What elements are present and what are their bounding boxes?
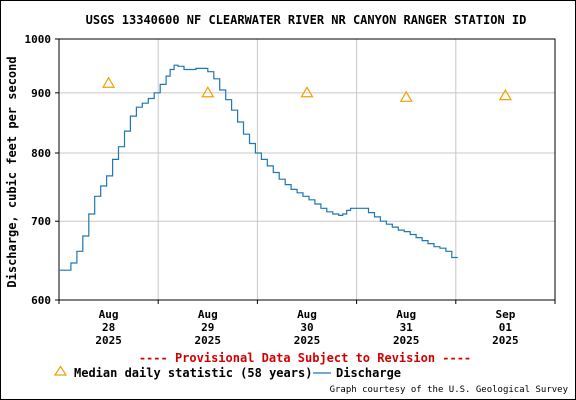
x-tick-label: 29	[201, 321, 214, 334]
x-tick-label: 31	[400, 321, 414, 334]
legend-median-marker	[53, 365, 68, 376]
chart-title: USGS 13340600 NF CLEARWATER RIVER NR CAN…	[86, 13, 527, 27]
x-tick-label: 30	[300, 321, 313, 334]
y-tick-label: 900	[31, 87, 51, 100]
median-marker	[498, 88, 512, 101]
y-tick-label: 600	[31, 294, 51, 307]
y-axis-ticks: 600 700 800 900 1000	[25, 33, 59, 307]
x-tick-label: Aug	[99, 308, 119, 321]
median-marker	[102, 76, 116, 88]
x-tick-label: 01	[499, 321, 513, 334]
x-tick-label: 28	[102, 321, 115, 334]
grid	[59, 39, 555, 300]
credit-text: Graph courtesy of the U.S. Geological Su…	[330, 385, 569, 395]
provisional-note: ---- Provisional Data Subject to Revisio…	[139, 351, 471, 365]
x-tick-label: 2025	[95, 334, 122, 347]
x-tick-label: 2025	[393, 334, 420, 347]
plot-area-border	[58, 38, 556, 301]
y-axis-label: Discharge, cubic feet per second	[5, 56, 19, 287]
legend-median-label: Median daily statistic (58 years)	[74, 366, 312, 380]
x-axis-ticks: Aug282025Aug292025Aug302025Aug312025Sep0…	[58, 300, 556, 347]
median-marker	[201, 86, 215, 98]
legend: Median daily statistic (58 years) Discha…	[53, 365, 401, 380]
y-tick-label: 800	[31, 147, 51, 160]
discharge-line	[59, 64, 458, 271]
y-tick-label: 700	[31, 215, 51, 228]
x-tick-label: 2025	[294, 334, 321, 347]
median-marker	[300, 86, 314, 98]
x-tick-label: Aug	[396, 308, 416, 321]
legend-discharge-label: Discharge	[336, 366, 401, 380]
x-tick-label: 2025	[492, 334, 519, 347]
x-tick-label: Sep	[495, 308, 515, 321]
x-tick-label: Aug	[198, 308, 218, 321]
median-marker	[399, 90, 413, 102]
x-tick-label: Aug	[297, 308, 317, 321]
x-tick-label: 2025	[195, 334, 222, 347]
y-tick-label: 1000	[25, 33, 52, 46]
series-layer	[59, 64, 512, 271]
